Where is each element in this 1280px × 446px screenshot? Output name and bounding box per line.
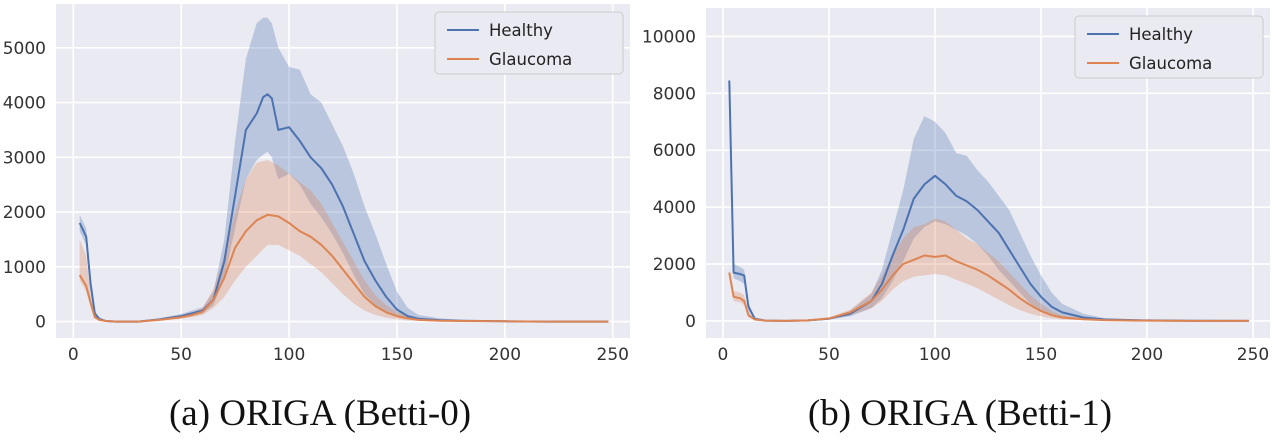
x-tick-label: 100 bbox=[273, 345, 305, 365]
legend-label-glaucoma: Glaucoma bbox=[489, 50, 572, 69]
x-tick-label: 250 bbox=[597, 345, 629, 365]
y-tick-label: 2000 bbox=[3, 203, 46, 223]
y-tick-label: 0 bbox=[35, 313, 46, 333]
y-tick-label: 6000 bbox=[653, 141, 696, 161]
y-tick-label: 4000 bbox=[3, 94, 46, 114]
x-tick-label: 50 bbox=[818, 345, 840, 365]
y-tick-label: 0 bbox=[685, 312, 696, 332]
confidence-band-healthy bbox=[79, 17, 609, 322]
x-tick-label: 150 bbox=[1025, 345, 1057, 365]
panel-b: 0 50 100 150 200 250 0 2000 4000 6000 8000 10000 Hea… bbox=[640, 0, 1280, 446]
y-tick-label: 2000 bbox=[653, 255, 696, 275]
y-tick-label: 4000 bbox=[653, 198, 696, 218]
x-tick-label: 250 bbox=[1237, 345, 1269, 365]
x-tick-label: 200 bbox=[1131, 345, 1163, 365]
y-tick-label: 5000 bbox=[3, 39, 46, 59]
caption-b: (b) ORIGA (Betti-1) bbox=[807, 393, 1113, 434]
caption-a: (a) ORIGA (Betti-0) bbox=[168, 393, 472, 434]
y-tick-label: 1000 bbox=[3, 258, 46, 278]
series-line-glaucoma bbox=[78, 213, 609, 323]
legend-box bbox=[1074, 15, 1264, 79]
chart-betti-0: 0 50 100 150 200 250 0 1000 2000 3000 4000 5000 Heal… bbox=[3, 4, 630, 365]
y-tick-label: 10000 bbox=[642, 27, 696, 47]
legend-label-healthy: Healthy bbox=[1129, 25, 1193, 44]
confidence-band-glaucoma bbox=[729, 218, 1249, 321]
confidence-band-healthy bbox=[729, 76, 1249, 321]
legend-label-healthy: Healthy bbox=[489, 21, 553, 40]
x-tick-label: 100 bbox=[919, 345, 951, 365]
x-tick-label: 0 bbox=[68, 345, 79, 365]
panel-a: 0 50 100 150 200 250 0 1000 2000 3000 4000 5000 Heal… bbox=[3, 4, 630, 434]
legend-label-glaucoma: Glaucoma bbox=[1129, 54, 1212, 73]
x-tick-label: 150 bbox=[381, 345, 413, 365]
y-tick-label: 3000 bbox=[3, 148, 46, 168]
x-tick-label: 50 bbox=[170, 345, 192, 365]
x-tick-label: 200 bbox=[489, 345, 521, 365]
x-tick-label: 0 bbox=[718, 345, 729, 365]
chart-betti-1: 0 50 100 150 200 250 0 2000 4000 6000 8000 10000 Hea… bbox=[642, 8, 1270, 365]
series-line-glaucoma bbox=[728, 254, 1249, 322]
confidence-band-glaucoma bbox=[79, 160, 609, 322]
y-tick-label: 8000 bbox=[653, 84, 696, 104]
legend-box bbox=[434, 11, 624, 75]
